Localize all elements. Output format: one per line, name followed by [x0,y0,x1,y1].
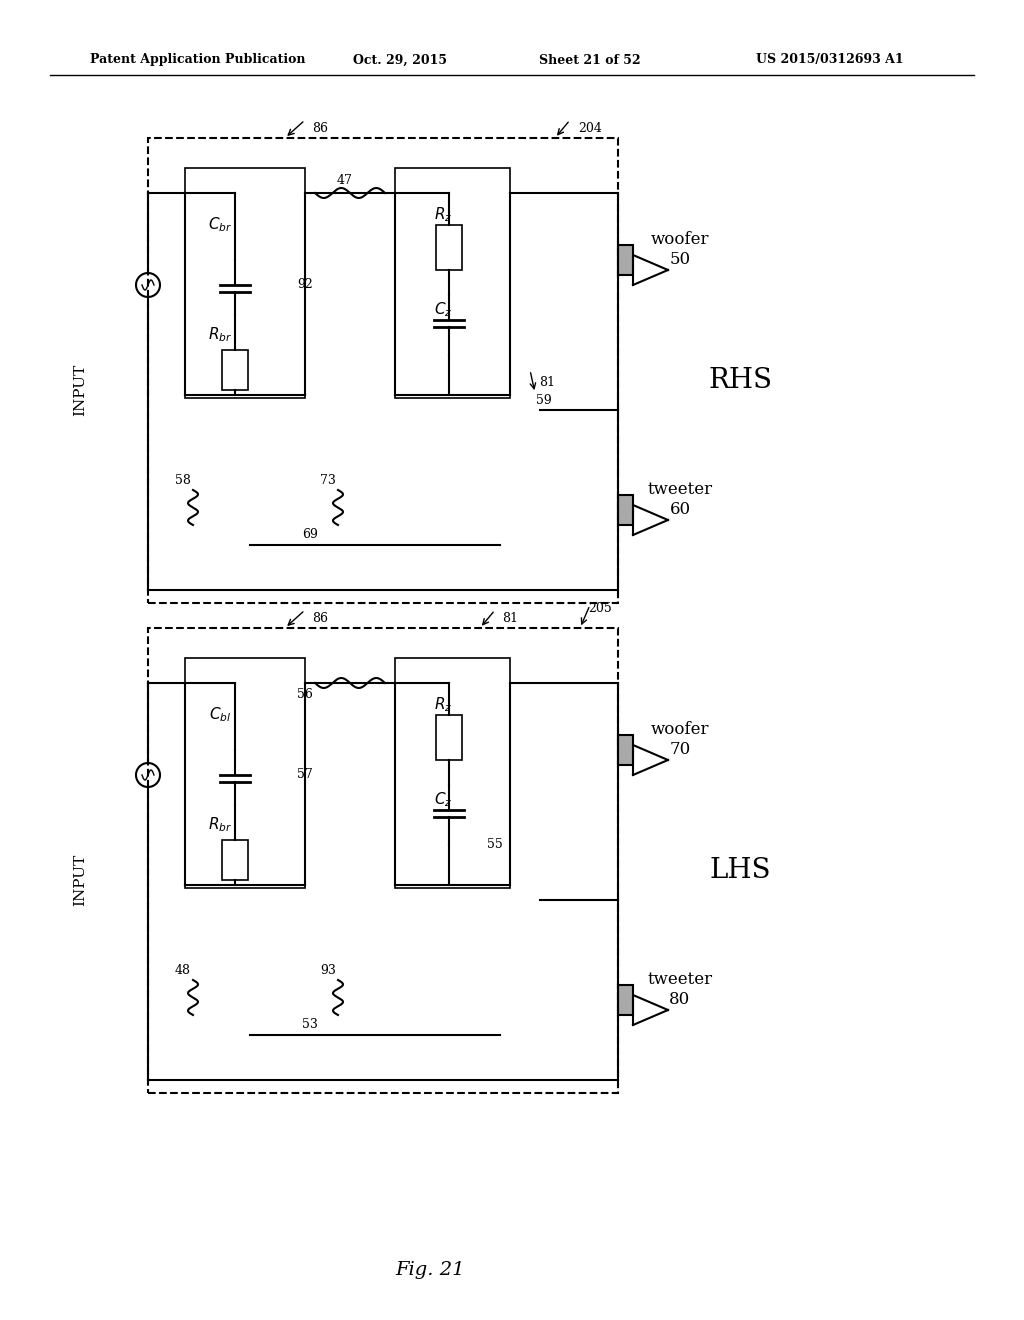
Text: $C_z$: $C_z$ [434,301,453,319]
Text: 57: 57 [297,768,313,781]
Text: 81: 81 [539,375,555,388]
Bar [185,657,305,888]
Bar [148,139,618,603]
Text: 70: 70 [670,742,690,759]
Text: Sheet 21 of 52: Sheet 21 of 52 [540,54,641,66]
Text: woofer: woofer [650,722,710,738]
Text: $C_{br}$: $C_{br}$ [208,215,232,235]
Text: US 2015/0312693 A1: US 2015/0312693 A1 [756,54,904,66]
Text: 69: 69 [302,528,317,541]
Bar [222,840,248,880]
Bar [185,168,305,399]
Bar [436,224,462,271]
Text: $R_{br}$: $R_{br}$ [208,816,232,834]
Text: woofer: woofer [650,231,710,248]
Text: LHS: LHS [710,857,771,883]
Bar [618,246,633,275]
Text: 48: 48 [175,964,191,977]
Text: INPUT: INPUT [73,854,87,906]
Text: $C_{bl}$: $C_{bl}$ [209,706,231,725]
Bar [618,735,633,766]
Text: 86: 86 [312,611,328,624]
Text: $C_z$: $C_z$ [434,791,453,809]
Text: Fig. 21: Fig. 21 [395,1261,465,1279]
Bar [395,168,510,399]
Text: 59: 59 [537,393,552,407]
Text: tweeter: tweeter [647,972,713,989]
Text: Patent Application Publication: Patent Application Publication [90,54,305,66]
Text: 205: 205 [588,602,612,615]
Text: 81: 81 [502,611,518,624]
Text: 60: 60 [670,502,690,519]
Bar [395,657,510,888]
Text: $R_z$: $R_z$ [434,206,453,224]
Bar [148,628,618,1093]
Text: 58: 58 [175,474,190,487]
Text: $R_z$: $R_z$ [434,696,453,714]
Text: Oct. 29, 2015: Oct. 29, 2015 [353,54,447,66]
Text: INPUT: INPUT [73,364,87,416]
Text: RHS: RHS [708,367,772,393]
Text: tweeter: tweeter [647,482,713,499]
Bar [222,350,248,389]
Bar [618,985,633,1015]
Text: $R_{br}$: $R_{br}$ [208,326,232,345]
Text: 73: 73 [321,474,336,487]
Text: 92: 92 [297,279,313,292]
Bar [436,715,462,760]
Text: 56: 56 [297,689,313,701]
Text: 50: 50 [670,252,690,268]
Text: 47: 47 [337,173,353,186]
Text: 93: 93 [321,964,336,977]
Bar [618,495,633,525]
Text: 80: 80 [670,991,690,1008]
Text: 53: 53 [302,1019,317,1031]
Text: 55: 55 [487,838,503,851]
Text: 204: 204 [579,121,602,135]
Text: 86: 86 [312,121,328,135]
